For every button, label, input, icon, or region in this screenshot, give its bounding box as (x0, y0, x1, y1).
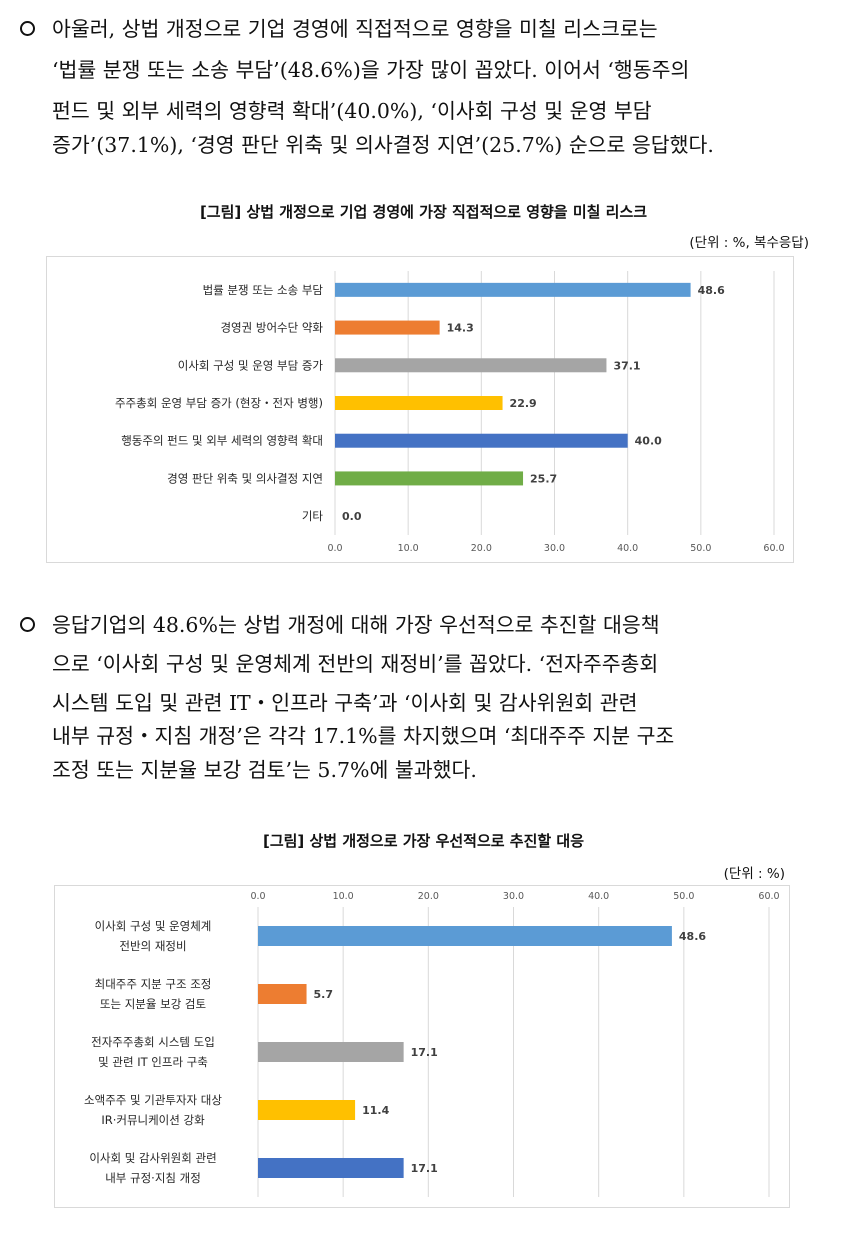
data-label: 0.0 (342, 510, 362, 523)
x-tick-label: 0.0 (250, 891, 265, 902)
x-tick-label: 60.0 (758, 891, 779, 902)
paragraph-line: 펀드 및 외부 세력의 영향력 확대’(40.0%), ‘이사회 구성 및 운영… (52, 99, 652, 123)
paragraph-line: 시스템 도입 및 관련 IT・인프라 구축’과 ‘이사회 및 감사위원회 관련 (52, 691, 638, 715)
paragraph-line: 응답기업의 48.6%는 상법 개정에 대해 가장 우선적으로 추진할 대응책 (52, 613, 660, 637)
bar (335, 471, 524, 486)
paragraph-line: ‘법률 분쟁 또는 소송 부담’(48.6%)을 가장 많이 꼽았다. 이어서 … (52, 58, 690, 82)
x-tick-label: 20.0 (418, 891, 439, 902)
x-tick-label: 50.0 (673, 891, 694, 902)
bar (258, 984, 307, 1004)
data-label: 11.4 (362, 1104, 389, 1117)
category-label: 이사회 구성 및 운영 부담 증가 (178, 358, 324, 372)
bullet-circle-icon (20, 21, 35, 36)
category-label: 전자주주총회 시스템 도입 (91, 1035, 215, 1049)
bar (258, 1100, 356, 1120)
x-tick-label: 10.0 (333, 891, 354, 902)
category-label: 소액주주 및 기관투자자 대상 (84, 1093, 222, 1107)
x-tick-label: 30.0 (544, 543, 565, 554)
bar (335, 433, 628, 448)
paragraph-line: 으로 ‘이사회 구성 및 운영체계 전반의 재정비’를 꼽았다. ‘전자주주총회 (52, 652, 659, 676)
data-label: 25.7 (530, 472, 557, 485)
paragraph-line: 조정 또는 지분율 보강 검토’는 5.7%에 불과했다. (52, 758, 477, 782)
category-label: 내부 규정·지침 개정 (105, 1171, 201, 1185)
category-label: 주주총회 운영 부담 증가 (현장・전자 병행) (115, 396, 323, 410)
x-tick-label: 20.0 (471, 543, 492, 554)
chart-1-svg: 0.0 10.0 20.0 30.0 40.0 50.0 60.0 48.6 법률 분쟁 또는 … (115, 271, 785, 554)
data-label: 17.1 (411, 1046, 438, 1059)
figure-1-title: [그림] 상법 개정으로 기업 경영에 가장 직접적으로 영향을 미칠 리스크 (199, 203, 648, 221)
figure-2-unit: (단위 : %) (723, 866, 785, 882)
category-label: 법률 분쟁 또는 소송 부담 (203, 283, 324, 297)
paragraph-line: 내부 규정・지침 개정’은 각각 17.1%를 차지했으며 ‘최대주주 지분 구… (52, 724, 675, 748)
data-label: 14.3 (447, 322, 474, 335)
paragraph-line: 아울러, 상법 개정으로 기업 경영에 직접적으로 영향을 미칠 리스크로는 (52, 17, 658, 41)
category-label: 행동주의 펀드 및 외부 세력의 영향력 확대 (121, 434, 323, 448)
figure-2-title: [그림] 상법 개정으로 가장 우선적으로 추진할 대응 (262, 832, 585, 850)
x-tick-label: 10.0 (398, 543, 419, 554)
bar (258, 1042, 404, 1062)
category-label: 및 관련 IT 인프라 구축 (98, 1055, 208, 1069)
bar (258, 1158, 404, 1178)
category-label: 최대주주 지분 구조 조정 (95, 977, 212, 991)
data-label: 5.7 (314, 988, 334, 1001)
bar (335, 358, 607, 373)
figure-1-unit: (단위 : %, 복수응답) (689, 235, 809, 251)
category-label: 전반의 재정비 (119, 939, 186, 953)
chart-2-svg: 0.0 10.0 20.0 30.0 40.0 50.0 60.0 48.6 이사회 구성 및 … (84, 891, 780, 1197)
category-label: 경영 판단 위축 및 의사결정 지연 (167, 471, 323, 485)
paragraph-line: 증가’(37.1%), ‘경영 판단 위축 및 의사결정 지연’(25.7%) … (52, 133, 714, 157)
bar (335, 282, 691, 297)
x-tick-label: 60.0 (763, 543, 784, 554)
bar (335, 396, 503, 410)
category-label: IR·커뮤니케이션 강화 (101, 1113, 205, 1127)
bullet-circle-icon (20, 617, 35, 632)
bar (335, 320, 440, 335)
data-label: 48.6 (679, 930, 706, 943)
category-label: 경영권 방어수단 약화 (220, 321, 323, 335)
x-tick-label: 40.0 (617, 543, 638, 554)
category-label: 또는 지분율 보강 검토 (100, 997, 206, 1011)
category-label: 이사회 구성 및 운영체계 (95, 919, 212, 933)
x-tick-label: 30.0 (503, 891, 524, 902)
figure-1-chart: 0.0 10.0 20.0 30.0 40.0 50.0 60.0 48.6 법률 분쟁 또는 … (46, 256, 794, 563)
data-label: 48.6 (698, 284, 725, 297)
bar (258, 926, 672, 946)
category-label: 이사회 및 감사위원회 관련 (89, 1151, 216, 1165)
figure-2-chart: 0.0 10.0 20.0 30.0 40.0 50.0 60.0 48.6 이사회 구성 및 … (54, 885, 790, 1208)
category-label: 기타 (302, 509, 324, 523)
data-label: 37.1 (613, 359, 640, 372)
x-tick-label: 0.0 (327, 543, 342, 554)
x-tick-label: 40.0 (588, 891, 609, 902)
data-label: 40.0 (635, 435, 662, 448)
data-label: 22.9 (510, 397, 537, 410)
data-label: 17.1 (411, 1162, 438, 1175)
x-tick-label: 50.0 (690, 543, 711, 554)
